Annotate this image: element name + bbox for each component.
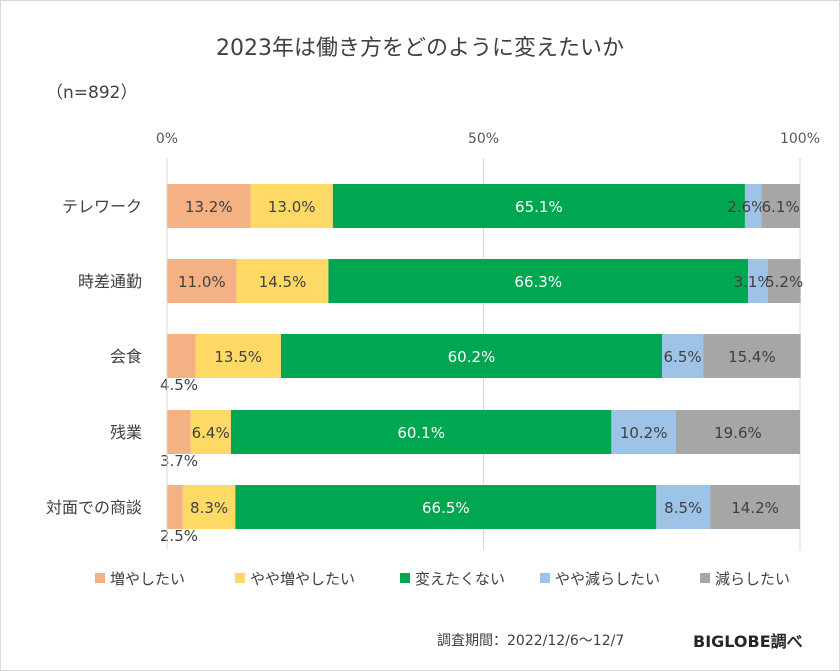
data-label: 3.7%	[160, 452, 198, 470]
bar-segment	[182, 485, 236, 529]
data-label: 5.2%	[765, 273, 803, 291]
data-label: 8.5%	[664, 499, 702, 517]
data-label: 13.5%	[214, 348, 262, 366]
bar-segment	[167, 184, 251, 228]
bar-segment	[710, 485, 800, 529]
survey-period: 調査期間：2022/12/6～12/7	[437, 633, 625, 649]
bar-segment	[280, 334, 663, 378]
data-label: 15.4%	[728, 348, 776, 366]
legend-swatch	[235, 573, 245, 583]
data-label: 3.1%	[734, 273, 772, 291]
bar-segment	[744, 184, 762, 228]
bar-segment	[167, 259, 237, 303]
bar-segment	[332, 184, 745, 228]
category-label: 残業	[110, 423, 142, 442]
data-label: 66.3%	[514, 273, 562, 291]
category-label: 会食	[110, 347, 142, 366]
legend-swatch	[95, 573, 105, 583]
data-label: 8.3%	[190, 499, 228, 517]
data-label: 14.2%	[731, 499, 779, 517]
bar-segment	[190, 410, 231, 454]
bar-segment	[230, 410, 612, 454]
data-label: 6.5%	[664, 348, 702, 366]
bar-segment	[611, 410, 676, 454]
data-label: 60.1%	[397, 424, 445, 442]
bar-segment	[767, 259, 801, 303]
bar-segment	[250, 184, 333, 228]
legend-label: 変えたくない	[415, 570, 505, 588]
data-label: 11.0%	[178, 273, 226, 291]
data-label: 2.6%	[727, 198, 765, 216]
bar-segment	[662, 334, 704, 378]
legend-label: 増やしたい	[110, 570, 185, 588]
legend-swatch	[700, 573, 710, 583]
bar-segment	[167, 410, 191, 454]
data-label: 10.2%	[620, 424, 668, 442]
data-label: 14.5%	[259, 273, 307, 291]
data-label: 66.5%	[422, 499, 470, 517]
source-brand: BIGLOBE調べ	[693, 632, 803, 651]
bar-segment	[236, 259, 329, 303]
data-label: 2.5%	[160, 527, 198, 545]
data-label: 13.2%	[185, 198, 233, 216]
legend-swatch	[540, 573, 550, 583]
data-label: 65.1%	[515, 198, 563, 216]
category-label: 対面での商談	[46, 498, 142, 517]
bar-segment	[675, 410, 800, 454]
data-label: 19.6%	[714, 424, 762, 442]
category-label: テレワーク	[62, 197, 142, 216]
bar-segment	[167, 334, 196, 378]
x-tick-label: 0%	[156, 131, 178, 147]
legend-label: やや減らしたい	[555, 570, 660, 588]
bar-segment	[761, 184, 800, 228]
data-label: 6.1%	[762, 198, 800, 216]
bar-segment	[703, 334, 801, 378]
legend-label: 減らしたい	[715, 570, 790, 588]
x-tick-label: 50%	[468, 131, 499, 147]
category-label: 時差通勤	[78, 272, 142, 291]
bar-segment	[748, 259, 768, 303]
x-tick-label: 100%	[780, 131, 820, 147]
legend-swatch	[400, 573, 410, 583]
bar-segment	[656, 485, 711, 529]
bar-segment	[328, 259, 749, 303]
legend-label: やや増やしたい	[250, 570, 355, 588]
data-label: 6.4%	[192, 424, 230, 442]
data-label: 4.5%	[160, 376, 198, 394]
stacked-bar-chart: 0% 50% 100% テレワーク 13.2% 13.0% 65.1% 2.6%6.1% 時差通…	[46, 131, 820, 588]
bar-segment	[235, 485, 657, 529]
bar-segment	[167, 485, 183, 529]
data-label: 60.2%	[448, 348, 496, 366]
bar-segment	[195, 334, 281, 378]
data-label: 13.0%	[268, 198, 316, 216]
chart-title: 2023年は働き方をどのように変えたいか	[216, 36, 624, 61]
sample-size: （n=892）	[46, 83, 138, 103]
